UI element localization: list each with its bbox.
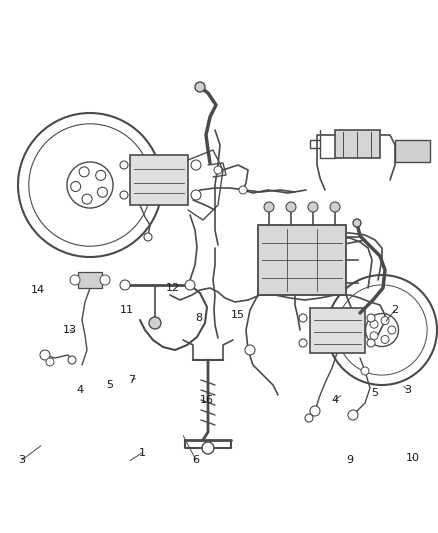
Bar [78, 272, 102, 288]
Circle shape [191, 190, 201, 200]
Text: 5: 5 [106, 380, 113, 390]
Circle shape [95, 171, 106, 180]
Circle shape [46, 358, 54, 366]
Text: 5: 5 [371, 388, 378, 398]
Bar [258, 225, 346, 295]
Bar [335, 130, 380, 158]
Circle shape [367, 314, 375, 322]
Circle shape [202, 442, 214, 454]
Circle shape [299, 339, 307, 347]
Text: 11: 11 [120, 305, 134, 315]
Circle shape [381, 335, 389, 343]
Text: 10: 10 [406, 453, 420, 463]
Circle shape [71, 182, 81, 191]
Circle shape [185, 280, 195, 290]
Circle shape [120, 161, 128, 169]
Text: 13: 13 [63, 325, 77, 335]
Circle shape [68, 356, 76, 364]
Circle shape [370, 332, 378, 340]
Circle shape [286, 202, 296, 212]
Circle shape [361, 367, 369, 375]
Circle shape [100, 275, 110, 285]
Circle shape [120, 191, 128, 199]
Circle shape [214, 166, 222, 174]
Text: 1: 1 [138, 448, 145, 458]
Circle shape [120, 280, 130, 290]
Circle shape [381, 317, 389, 325]
Text: 3: 3 [405, 385, 411, 395]
Text: 9: 9 [346, 455, 353, 465]
Circle shape [245, 345, 255, 355]
Text: 7: 7 [128, 375, 136, 385]
Text: 3: 3 [18, 455, 25, 465]
Text: 6: 6 [192, 455, 199, 465]
Text: 16: 16 [200, 395, 214, 405]
Circle shape [348, 410, 358, 420]
Circle shape [310, 406, 320, 416]
Circle shape [195, 82, 205, 92]
Circle shape [98, 187, 107, 197]
Circle shape [305, 414, 313, 422]
Circle shape [353, 219, 361, 227]
Circle shape [330, 202, 340, 212]
Text: 14: 14 [31, 285, 45, 295]
Bar [395, 140, 430, 162]
Circle shape [70, 275, 80, 285]
Circle shape [308, 202, 318, 212]
Text: 4: 4 [77, 385, 84, 395]
Text: 2: 2 [392, 305, 399, 315]
Circle shape [191, 160, 201, 170]
Circle shape [239, 186, 247, 194]
Circle shape [144, 233, 152, 241]
Circle shape [367, 339, 375, 347]
Text: 15: 15 [231, 310, 245, 320]
Circle shape [299, 314, 307, 322]
Text: 4: 4 [332, 395, 339, 405]
Text: 8: 8 [195, 313, 202, 323]
Circle shape [79, 167, 89, 177]
Circle shape [388, 326, 396, 334]
Circle shape [370, 320, 378, 328]
Text: 12: 12 [166, 283, 180, 293]
Circle shape [149, 317, 161, 329]
Bar [310, 308, 365, 353]
Circle shape [264, 202, 274, 212]
Bar [130, 155, 188, 205]
Circle shape [82, 194, 92, 204]
Circle shape [40, 350, 50, 360]
